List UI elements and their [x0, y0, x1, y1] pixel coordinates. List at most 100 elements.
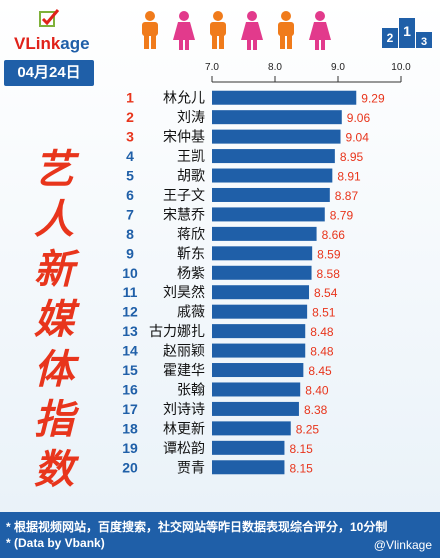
value-label: 8.48: [310, 325, 334, 339]
title-char: 新: [34, 247, 74, 293]
value-label: 8.59: [317, 247, 341, 261]
bar: [212, 168, 333, 183]
bar: [212, 324, 306, 339]
bar: [212, 265, 312, 280]
bar: [212, 207, 325, 222]
category-label: 靳东: [177, 246, 205, 262]
bar: [212, 401, 299, 416]
bar: [212, 187, 330, 202]
category-label: 林允儿: [163, 91, 205, 107]
rank-label: 9: [126, 245, 134, 261]
value-label: 9.29: [361, 92, 385, 106]
bar: [212, 304, 308, 319]
male-figure-icon: [278, 11, 294, 49]
logo-check-icon: [39, 9, 60, 27]
x-tick-label: 8.0: [268, 62, 282, 73]
rank-label: 14: [122, 343, 138, 359]
rank-label: 3: [126, 129, 134, 145]
value-label: 8.95: [340, 150, 364, 164]
bar: [212, 90, 357, 105]
category-label: 赵丽颖: [163, 344, 205, 360]
rank-label: 4: [126, 148, 134, 164]
category-label: 霍建华: [163, 363, 205, 379]
x-tick-label: 7.0: [205, 62, 219, 73]
vertical-title: 艺 人 新 媒 体 指 数: [24, 145, 84, 495]
brand-logo: VLinkage: [6, 8, 116, 53]
footer-source: * (Data by Vbank): [6, 536, 105, 550]
people-icons: [142, 11, 331, 50]
watermark: @Vlinkage: [373, 538, 432, 552]
title-char: 体: [34, 347, 74, 393]
category-label: 戚薇: [177, 305, 205, 321]
female-figure-icon: [241, 11, 263, 50]
date-badge: 04月24日: [4, 60, 94, 86]
rank-label: 12: [122, 304, 138, 320]
category-label: 刘涛: [177, 110, 205, 126]
x-tick-label: 10.0: [391, 62, 411, 73]
value-label: 8.25: [296, 422, 320, 436]
category-label: 刘昊然: [163, 284, 205, 301]
brand-name: VLinkage: [14, 34, 90, 53]
value-label: 9.06: [347, 111, 371, 125]
category-label: 宋慧乔: [163, 207, 205, 223]
rank-label: 8: [126, 226, 134, 242]
podium-label-third: 3: [421, 36, 427, 48]
rank-label: 17: [122, 401, 138, 417]
category-label: 张翰: [177, 382, 205, 398]
category-label: 王子文: [163, 188, 205, 204]
bar: [212, 382, 301, 397]
category-label: 刘诗诗: [163, 402, 205, 418]
category-label: 宋仲基: [163, 129, 205, 146]
value-label: 8.15: [289, 442, 313, 456]
bar: [212, 460, 285, 475]
podium-label-first: 1: [403, 23, 411, 39]
podium-icon: 2 1 3: [382, 18, 432, 48]
category-label: 胡歌: [177, 169, 205, 185]
rank-label: 16: [122, 381, 138, 397]
value-label: 8.91: [337, 170, 361, 184]
bar: [212, 129, 341, 144]
footer: * 根据视频网站，百度搜索，社交网站等昨日数据表现综合评分，10分制 * (Da…: [0, 512, 440, 558]
rank-label: 11: [123, 284, 138, 300]
rank-label: 5: [126, 168, 134, 184]
value-label: 8.15: [289, 461, 313, 475]
value-label: 8.66: [322, 228, 346, 242]
bar: [212, 363, 304, 378]
value-label: 9.04: [346, 131, 370, 145]
female-figure-icon: [173, 11, 195, 50]
podium-label-second: 2: [387, 31, 394, 45]
value-label: 8.38: [304, 403, 328, 417]
bar: [212, 226, 317, 241]
value-label: 8.45: [308, 364, 332, 378]
title-char: 媒: [34, 297, 74, 343]
title-char: 数: [34, 447, 74, 493]
bar: [212, 285, 310, 300]
bar: [212, 110, 342, 125]
rank-label: 20: [122, 459, 138, 475]
title-char: 指: [34, 397, 74, 443]
rank-label: 7: [126, 206, 134, 222]
rank-label: 18: [122, 420, 138, 436]
value-label: 8.54: [314, 286, 338, 300]
category-label: 谭松韵: [163, 441, 205, 457]
rank-label: 13: [122, 323, 138, 339]
bar: [212, 440, 285, 455]
value-label: 8.87: [335, 189, 359, 203]
bar: [212, 343, 306, 358]
rank-label: 15: [122, 362, 138, 378]
value-label: 8.51: [312, 306, 336, 320]
bar: [212, 149, 335, 164]
footer-note: * 根据视频网站，百度搜索，社交网站等昨日数据表现综合评分，10分制: [6, 520, 388, 534]
title-char: 人: [34, 197, 74, 243]
rank-label: 10: [122, 265, 138, 281]
category-label: 古力娜扎: [149, 324, 205, 340]
bar-chart: 7.0 8.0 9.0 10.0 1 林允儿 9.29 2 刘涛 9.06 3 宋仲基 9.04 4 王凯 8…: [122, 62, 411, 476]
female-figure-icon: [309, 11, 331, 50]
rank-label: 1: [126, 90, 134, 106]
bar: [212, 246, 313, 261]
rank-label: 2: [126, 109, 134, 125]
value-label: 8.58: [317, 267, 341, 281]
male-figure-icon: [210, 11, 226, 49]
bar: [212, 421, 291, 436]
